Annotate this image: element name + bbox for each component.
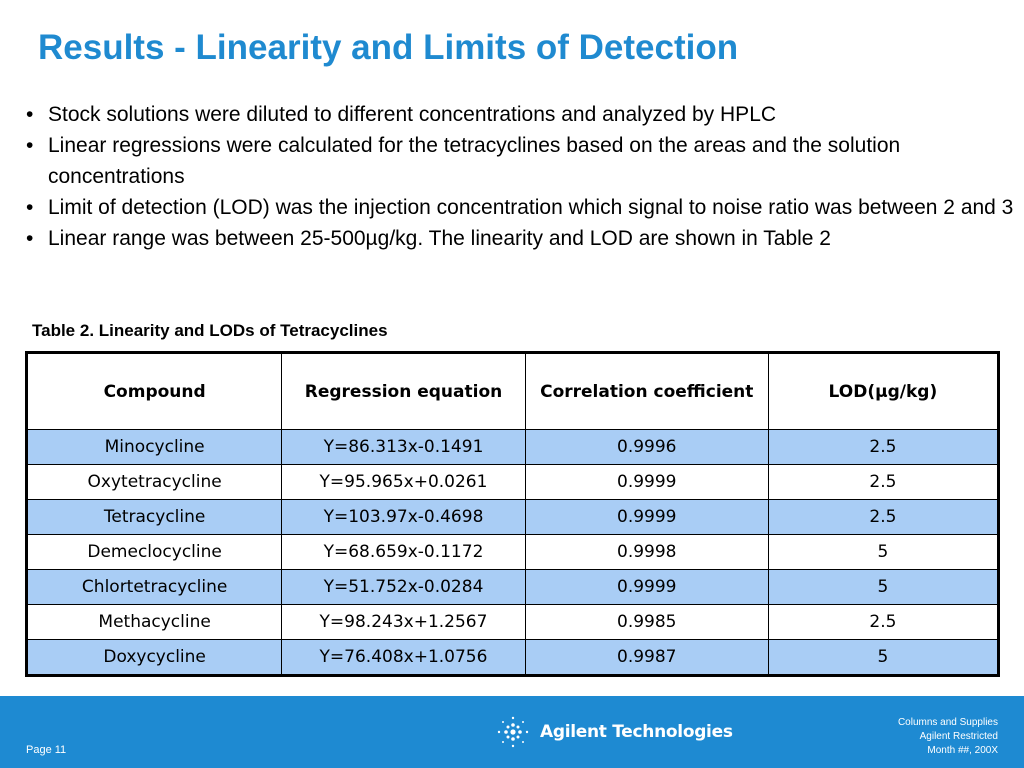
table-row: Oxytetracycline Y=95.965x+0.0261 0.9999 … bbox=[25, 464, 1000, 500]
table-row: Minocycline Y=86.313x-0.1491 0.9996 2.5 bbox=[25, 429, 1000, 465]
bullet-item: Stock solutions were diluted to differen… bbox=[26, 99, 1016, 130]
table-row: Methacycline Y=98.243x+1.2567 0.9985 2.5 bbox=[25, 604, 1000, 640]
cell-lod: 5 bbox=[767, 569, 1000, 605]
cell-lod: 2.5 bbox=[767, 429, 1000, 465]
cell-correlation: 0.9987 bbox=[524, 639, 769, 676]
footer-note: Columns and Supplies bbox=[897, 717, 998, 728]
agilent-spark-icon bbox=[497, 716, 529, 748]
cell-correlation: 0.9985 bbox=[524, 604, 769, 640]
page-number: Page 11 bbox=[26, 744, 67, 756]
cell-correlation: 0.9999 bbox=[524, 569, 769, 605]
column-header-correlation: Correlation coefficient bbox=[524, 352, 769, 430]
cell-regression: Y=95.965x+0.0261 bbox=[281, 464, 526, 500]
cell-compound: Methacycline bbox=[25, 604, 283, 640]
table-row: Tetracycline Y=103.97x-0.4698 0.9999 2.5 bbox=[25, 499, 1000, 535]
cell-lod: 5 bbox=[767, 639, 1000, 676]
agilent-logo: Agilent Technologies bbox=[494, 714, 733, 750]
cell-compound: Oxytetracycline bbox=[25, 464, 283, 500]
table-row: Doxycycline Y=76.408x+1.0756 0.9987 5 bbox=[25, 639, 1000, 676]
linearity-table: Compound Regression equation Correlation… bbox=[25, 351, 1000, 677]
cell-compound: Minocycline bbox=[25, 429, 283, 465]
bullet-item: Limit of detection (LOD) was the injecti… bbox=[26, 192, 1016, 223]
cell-correlation: 0.9996 bbox=[524, 429, 769, 465]
table-row: Demeclocycline Y=68.659x-0.1172 0.9998 5 bbox=[25, 534, 1000, 570]
cell-lod: 2.5 bbox=[767, 464, 1000, 500]
footer-note: Month ##, 200X bbox=[927, 745, 998, 756]
cell-correlation: 0.9999 bbox=[524, 499, 769, 535]
cell-regression: Y=98.243x+1.2567 bbox=[281, 604, 526, 640]
table-header-row: Compound Regression equation Correlation… bbox=[25, 352, 1000, 430]
footer-bar: Page 11 Agilent Technologies Columns and… bbox=[0, 696, 1024, 768]
cell-compound: Demeclocycline bbox=[25, 534, 283, 570]
cell-regression: Y=76.408x+1.0756 bbox=[281, 639, 526, 676]
cell-lod: 5 bbox=[767, 534, 1000, 570]
cell-regression: Y=103.97x-0.4698 bbox=[281, 499, 526, 535]
slide-title: Results - Linearity and Limits of Detect… bbox=[38, 28, 739, 67]
table-caption: Table 2. Linearity and LODs of Tetracycl… bbox=[32, 321, 388, 340]
cell-lod: 2.5 bbox=[767, 499, 1000, 535]
cell-compound: Chlortetracycline bbox=[25, 569, 283, 605]
cell-correlation: 0.9999 bbox=[524, 464, 769, 500]
table-row: Chlortetracycline Y=51.752x-0.0284 0.999… bbox=[25, 569, 1000, 605]
cell-compound: Doxycycline bbox=[25, 639, 283, 676]
bullet-item: Linear regressions were calculated for t… bbox=[26, 130, 1016, 192]
column-header-regression: Regression equation bbox=[281, 352, 526, 430]
logo-text: Agilent Technologies bbox=[540, 722, 733, 742]
cell-regression: Y=68.659x-0.1172 bbox=[281, 534, 526, 570]
footer-notes: Columns and Supplies Agilent Restricted … bbox=[898, 716, 998, 758]
bullet-item: Linear range was between 25-500µg/kg. Th… bbox=[26, 223, 1016, 254]
cell-regression: Y=86.313x-0.1491 bbox=[281, 429, 526, 465]
footer-note: Agilent Restricted bbox=[919, 731, 998, 742]
cell-regression: Y=51.752x-0.0284 bbox=[281, 569, 526, 605]
bullet-list: Stock solutions were diluted to differen… bbox=[26, 99, 1016, 254]
column-header-lod: LOD(µg/kg) bbox=[767, 352, 1000, 430]
cell-correlation: 0.9998 bbox=[524, 534, 769, 570]
cell-lod: 2.5 bbox=[767, 604, 1000, 640]
cell-compound: Tetracycline bbox=[25, 499, 283, 535]
column-header-compound: Compound bbox=[25, 352, 283, 430]
